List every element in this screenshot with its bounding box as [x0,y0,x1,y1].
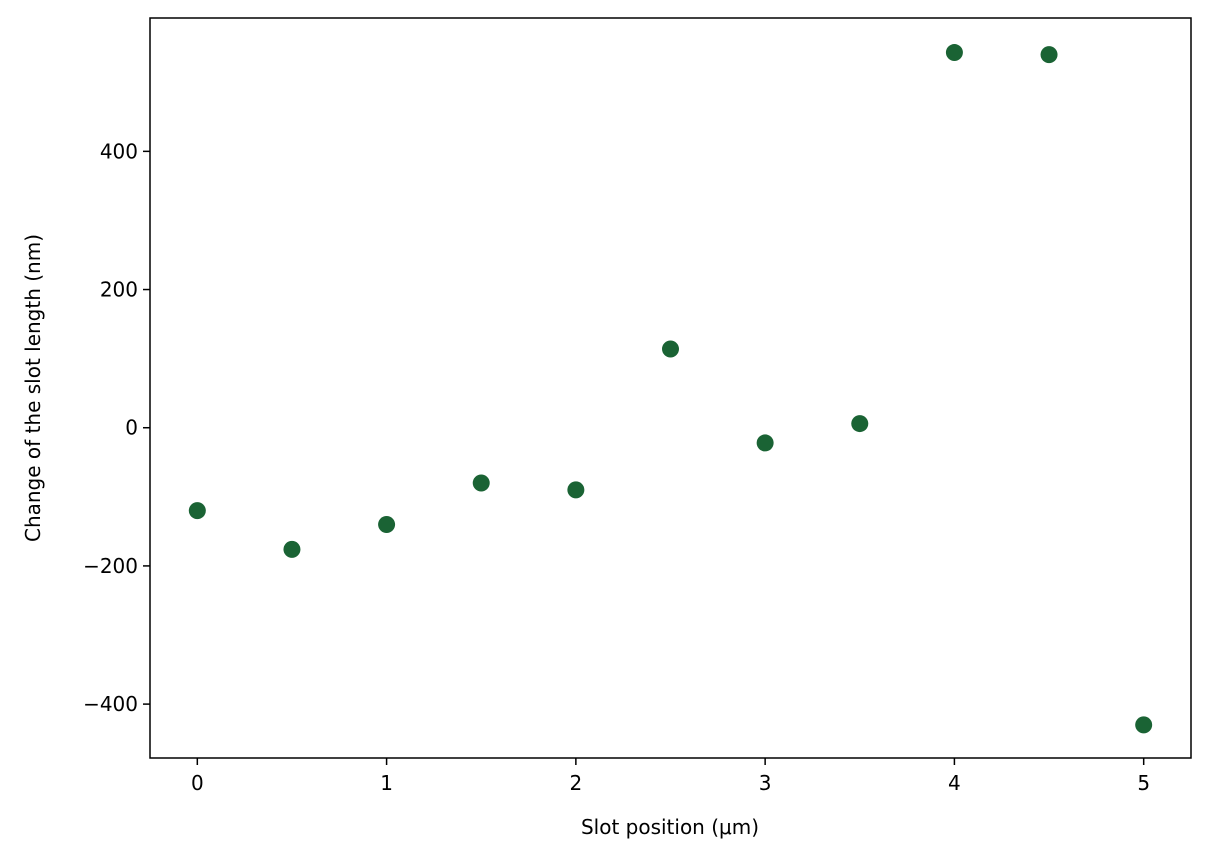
x-tick-label: 3 [759,771,772,795]
x-tick-label: 2 [569,771,582,795]
x-tick-label: 5 [1137,771,1150,795]
point [945,44,963,62]
y-tick-label: −200 [83,554,138,578]
y-tick-label: 0 [125,416,138,440]
point [851,415,869,433]
x-tick-label: 4 [948,771,961,795]
point [283,540,301,558]
point [472,474,490,492]
y-tick-label: −400 [83,692,138,716]
y-axis-label: Change of the slot length (nm) [21,234,45,542]
x-axis-label: Slot position (μm) [581,815,759,839]
point [1040,46,1058,64]
x-tick-label: 0 [191,771,204,795]
point [756,434,774,452]
point [567,481,585,499]
y-tick-label: 400 [100,139,138,163]
y-tick-label: 200 [100,278,138,302]
point [662,340,679,358]
point [378,515,396,533]
point [188,502,206,520]
point [1135,716,1153,734]
plot-frame [149,17,1192,759]
x-tick-label: 1 [380,771,393,795]
